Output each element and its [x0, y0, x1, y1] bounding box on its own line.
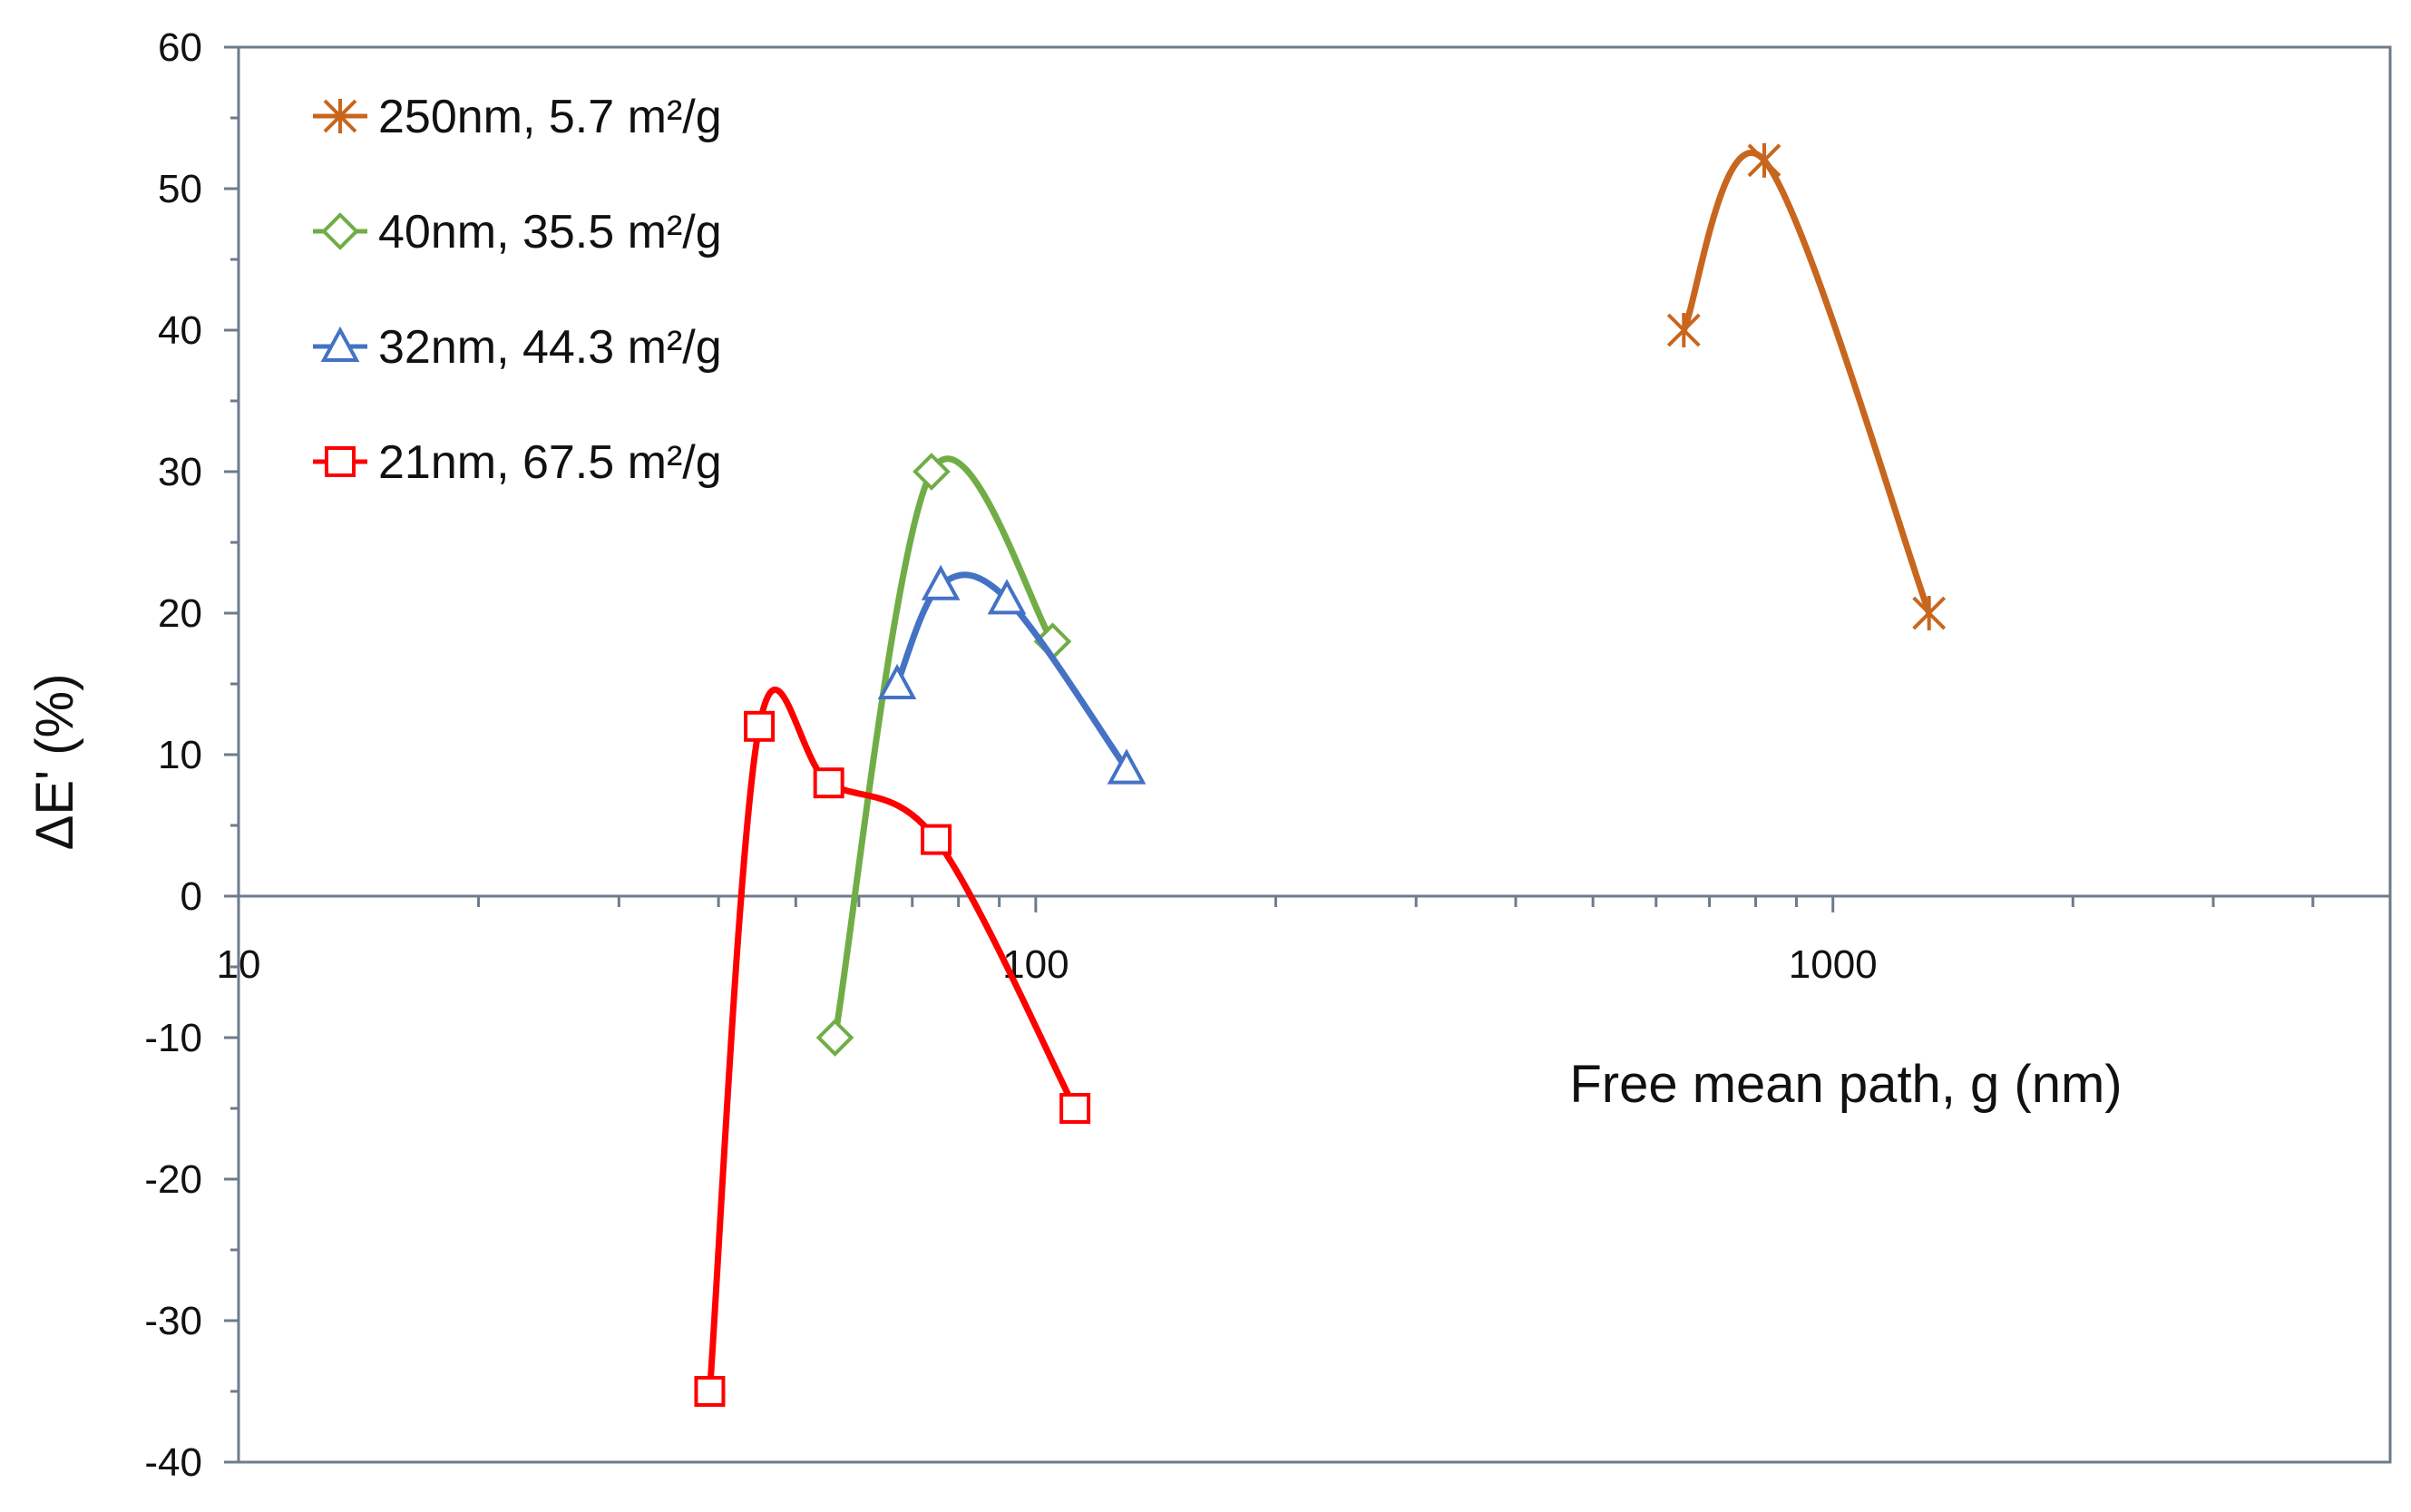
- legend-swatch-marker: [325, 446, 356, 477]
- x-axis-title: Free mean path, g (nm): [1569, 1055, 2122, 1114]
- y-tick-label: 20: [158, 591, 202, 636]
- x-tick-label: 1000: [1789, 942, 1878, 987]
- data-point-square: [813, 767, 844, 799]
- legend-swatch-marker: [323, 99, 357, 133]
- series-line-0: [1681, 150, 1932, 615]
- y-tick-label: 40: [158, 308, 202, 353]
- legend-label: 40nm, 35.5 m²/g: [378, 206, 722, 259]
- y-tick-label: 0: [181, 874, 202, 919]
- data-point-square: [921, 824, 952, 855]
- data-point-diamond: [913, 453, 951, 491]
- legend-swatch-marker: [320, 326, 360, 362]
- data-point-square: [1059, 1093, 1091, 1124]
- series-line-1: [832, 455, 1056, 1039]
- series-line-3: [706, 686, 1079, 1392]
- legend-swatch-marker: [321, 212, 359, 250]
- data-point-asterisk: [1912, 596, 1947, 630]
- x-tick-label: 10: [217, 942, 261, 987]
- data-point-asterisk: [1747, 142, 1781, 178]
- legend-label: 32nm, 44.3 m²/g: [378, 321, 722, 374]
- y-tick-label: 50: [158, 167, 202, 211]
- legend-label: 21nm, 67.5 m²/g: [378, 436, 722, 489]
- data-point-diamond: [815, 1019, 854, 1057]
- series-line-2: [893, 571, 1129, 771]
- data-point-triangle: [921, 564, 961, 600]
- data-point-asterisk: [1666, 313, 1701, 347]
- y-tick-label: -10: [144, 1016, 202, 1060]
- series-group: [694, 142, 1947, 1407]
- data-point-square: [694, 1376, 726, 1407]
- data-point-triangle: [1107, 748, 1147, 785]
- y-tick-label: -40: [144, 1440, 202, 1485]
- y-tick-label: 30: [158, 450, 202, 494]
- y-tick-label: -30: [144, 1299, 202, 1343]
- legend: 250nm, 5.7 m²/g 40nm, 35.5 m²/g 32nm, 44.3…: [313, 91, 722, 489]
- data-point-triangle: [877, 663, 917, 699]
- y-axis-title: ΔE' (%): [25, 674, 84, 851]
- y-tick-label: 60: [158, 25, 202, 70]
- data-point-square: [744, 710, 776, 742]
- y-tick-label: -20: [144, 1157, 202, 1202]
- y-tick-label: 10: [158, 733, 202, 777]
- legend-label: 250nm, 5.7 m²/g: [378, 91, 722, 143]
- data-point-triangle: [987, 579, 1027, 615]
